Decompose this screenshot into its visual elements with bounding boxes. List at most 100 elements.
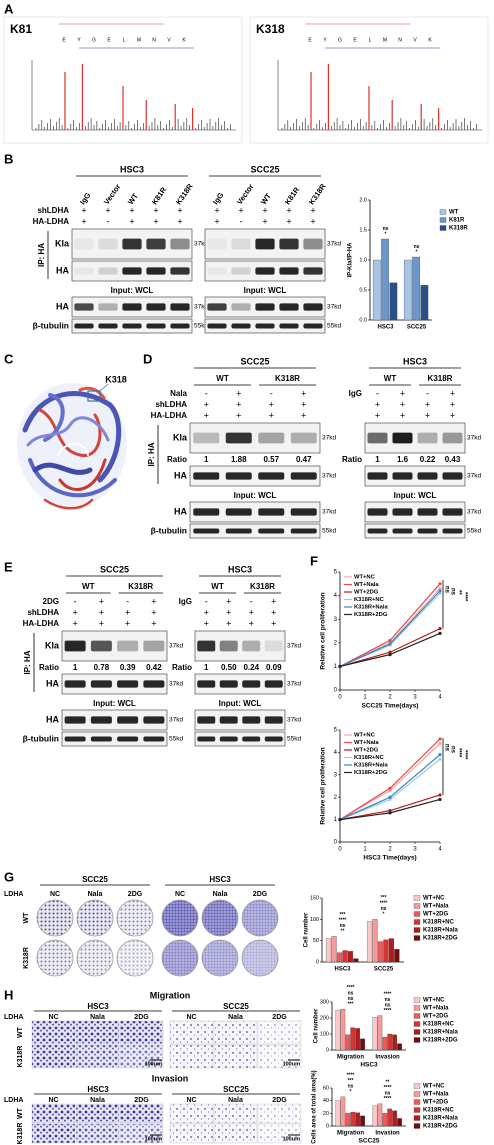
sign: +	[236, 399, 241, 409]
sequence-letter: L	[123, 37, 126, 43]
point	[388, 653, 392, 657]
x-axis-label: HSC3 Time(days)	[363, 855, 416, 862]
significance: ****	[384, 991, 392, 997]
blot-membrane	[364, 465, 466, 487]
micrograph	[257, 1103, 302, 1124]
point	[388, 642, 392, 646]
x-tick-label: Invasion	[375, 1055, 400, 1061]
significance: ***	[340, 912, 346, 918]
blot-band	[64, 640, 86, 652]
point	[388, 650, 392, 654]
blot-membrane	[194, 709, 286, 731]
condition-label: 2DG	[128, 891, 143, 898]
blot-band	[392, 508, 413, 516]
point	[438, 741, 442, 746]
sign: +	[249, 618, 254, 628]
point	[438, 586, 442, 591]
blot-band	[367, 472, 388, 480]
lane-label: WT	[126, 191, 140, 206]
sign: -	[126, 596, 129, 606]
ip-label: IP: HA	[147, 442, 156, 466]
y-axis-label: Cell number	[314, 1008, 320, 1043]
sign: -	[426, 388, 429, 398]
blot-band	[231, 323, 251, 329]
sign: +	[375, 410, 380, 420]
colony-plate	[36, 899, 74, 937]
blot-band	[197, 716, 216, 724]
blot-band	[197, 680, 216, 688]
blot-band	[279, 303, 299, 311]
significance: ****	[347, 985, 355, 991]
blot-band	[442, 472, 463, 480]
row-label: WT	[23, 912, 30, 924]
y-tick-label: 200	[320, 1015, 329, 1021]
significance: ns	[443, 744, 449, 752]
bar	[377, 1015, 383, 1051]
lane-label: IgG	[78, 191, 93, 207]
blot-band	[442, 432, 463, 444]
x-tick-label: 3	[413, 695, 417, 701]
x-tick-label: 0	[338, 847, 342, 853]
legend-swatch	[439, 225, 447, 231]
blot-band	[117, 716, 139, 724]
sequence-letter: M	[137, 37, 141, 43]
point	[338, 818, 342, 822]
group-title: SCC25	[250, 164, 279, 174]
condition-label: Nala	[228, 1097, 243, 1104]
blot-band	[279, 323, 299, 329]
blot-band	[225, 432, 252, 444]
section-title: Migration	[150, 990, 191, 1000]
sign: +	[238, 205, 243, 215]
point	[438, 797, 442, 802]
blot-band	[90, 640, 112, 652]
blot-band	[367, 432, 388, 444]
legend-label: WT+NC	[423, 998, 445, 1004]
point	[438, 757, 442, 761]
blot-band	[207, 323, 227, 329]
blot-band	[225, 508, 252, 516]
group-title: HSC3	[87, 1085, 109, 1094]
x-tick-label: 2	[388, 695, 392, 701]
legend-swatch	[439, 209, 447, 215]
point	[438, 582, 442, 586]
condition-label: NC	[48, 1014, 58, 1021]
blot-band	[98, 303, 118, 311]
scale-bar-label: 100um	[283, 1136, 301, 1142]
legend-swatch	[413, 903, 421, 909]
blot-band	[392, 528, 413, 534]
colony-plate	[76, 899, 114, 937]
ratio: 0.09	[266, 663, 282, 672]
group-title: HSC3	[228, 564, 252, 574]
legend-label: WT+2DG	[354, 748, 379, 754]
y-tick-label: 5	[334, 570, 338, 576]
legend-swatch	[439, 217, 447, 223]
y-tick-label: 0.5	[359, 287, 367, 293]
blot-band	[74, 323, 94, 329]
legend-label: WT+Nala	[354, 740, 379, 746]
bar	[397, 1043, 402, 1051]
bar	[381, 238, 389, 321]
condition-label: 2DG	[134, 1014, 149, 1021]
row-label: β-tubulin	[23, 733, 59, 743]
legend-label: WT+Nala	[423, 904, 449, 910]
input-label: Input: WCL	[244, 286, 287, 295]
colony-plate	[241, 899, 279, 937]
ratio: 0.50	[221, 663, 237, 672]
significance: ****	[384, 1085, 392, 1091]
blot-band	[90, 716, 112, 724]
micrograph	[31, 1044, 76, 1069]
size-label: 37kd	[327, 304, 341, 311]
genotype-label: WT	[211, 582, 224, 591]
genotype-label: K318R	[275, 374, 300, 383]
condition-label: Nala	[88, 891, 103, 898]
row-label: K318R	[17, 1123, 24, 1145]
row-label: Kla	[173, 432, 188, 442]
legend-swatch	[413, 1083, 421, 1089]
size-label: 37kd	[169, 643, 183, 650]
sign: -	[270, 388, 273, 398]
bar	[394, 949, 400, 963]
y-tick-label: 3	[334, 617, 338, 623]
row-header: LDHA	[4, 891, 23, 898]
sign: +	[310, 205, 315, 215]
significance: ns	[414, 244, 420, 250]
